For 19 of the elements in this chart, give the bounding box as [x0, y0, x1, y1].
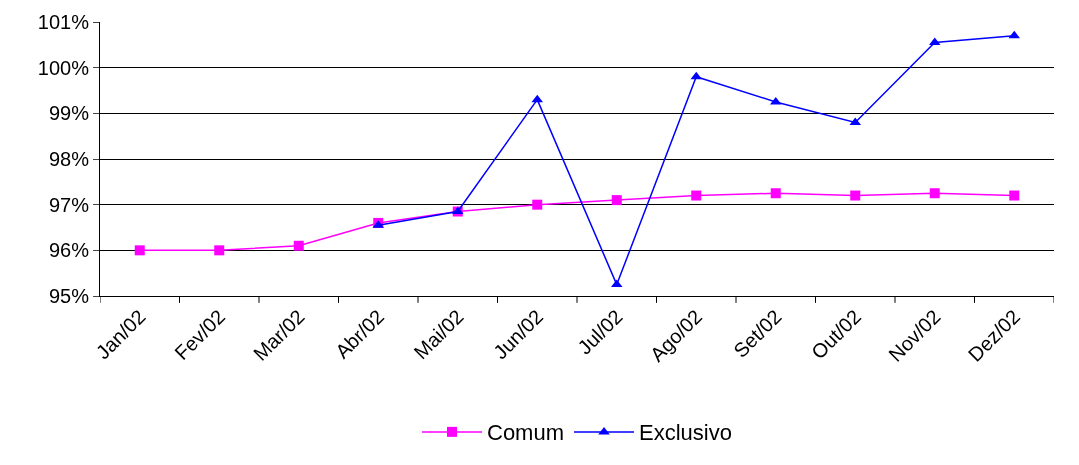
- point: [691, 190, 702, 201]
- point: [1009, 190, 1020, 201]
- point: [293, 240, 304, 251]
- y-tick-label: 100%: [37, 56, 90, 79]
- point: [929, 188, 940, 199]
- y-tick-label: 101%: [37, 11, 90, 33]
- point: [770, 188, 781, 199]
- legend-label: Comum: [487, 420, 565, 446]
- point: [214, 245, 225, 256]
- point: [134, 245, 145, 256]
- point: [611, 195, 622, 206]
- y-tick-label: 98%: [48, 148, 90, 170]
- y-tick-label: 95%: [48, 285, 90, 307]
- y-tick-label: 96%: [48, 239, 90, 262]
- y-tick-label: 97%: [48, 193, 90, 216]
- y-tick-label: 99%: [48, 102, 90, 125]
- point: [850, 190, 861, 201]
- legend-label: Exclusivo: [639, 420, 732, 446]
- point: [532, 199, 543, 210]
